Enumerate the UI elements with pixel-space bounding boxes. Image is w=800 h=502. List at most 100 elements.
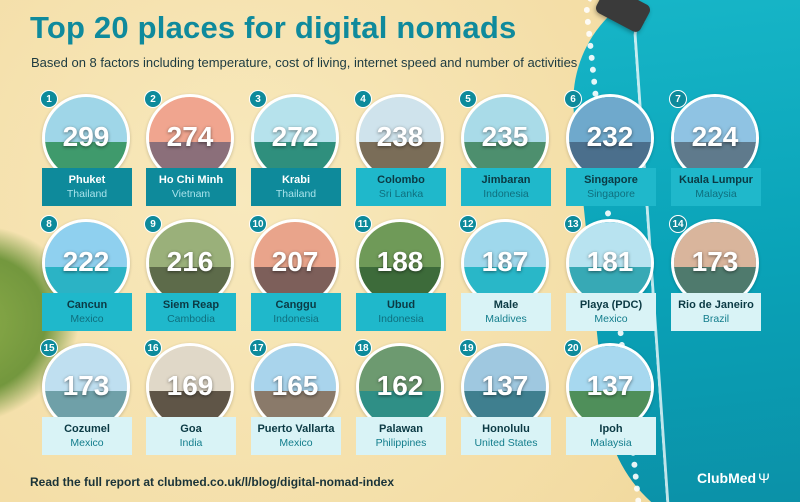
place-city: Palawan: [378, 423, 424, 435]
place-label: Honolulu United States: [461, 417, 551, 455]
place-country: India: [179, 437, 203, 449]
place-country: Brazil: [702, 313, 730, 325]
place-score: 165: [271, 370, 319, 401]
place-city: Cozumel: [64, 423, 110, 435]
rank-badge: 1: [40, 90, 58, 108]
place-score: 207: [271, 246, 319, 277]
rank-badge: 16: [144, 339, 162, 357]
place-country: Sri Lanka: [378, 188, 424, 200]
report-link-text: Read the full report at clubmed.co.uk/l/…: [30, 475, 395, 489]
place-label: Ipoh Malaysia: [566, 417, 656, 455]
place-photo: 173: [42, 343, 130, 431]
place-country: Mexico: [279, 437, 313, 449]
place-city: Phuket: [68, 174, 106, 186]
place-score: 238: [376, 121, 424, 152]
place-country: Philippines: [375, 437, 427, 449]
place-photo: 137: [461, 343, 549, 431]
place-score: 274: [166, 121, 214, 152]
place-label: Male Maldives: [461, 293, 551, 331]
place-score: 232: [586, 121, 634, 152]
place-country: Malaysia: [590, 437, 632, 449]
place-city: Goa: [180, 423, 202, 435]
place-city: Ubud: [386, 299, 416, 311]
place-country: Singapore: [587, 188, 635, 200]
place-label: Ho Chi Minh Vietnam: [146, 168, 236, 206]
trident-icon: Ψ: [758, 470, 770, 486]
rank-badge: 20: [564, 339, 582, 357]
place-label: Playa (PDC) Mexico: [566, 293, 656, 331]
place-label: Siem Reap Cambodia: [146, 293, 236, 331]
place-city: Honolulu: [482, 423, 530, 435]
rank-badge: 11: [354, 215, 372, 233]
place-score: 188: [376, 246, 424, 277]
place-country: Thailand: [66, 188, 108, 200]
place-city: Krabi: [281, 174, 311, 186]
places-grid: 299 1 Phuket Thailand 274 2 Ho Chi Minh Vi…: [40, 90, 763, 455]
place-photo: 165: [251, 343, 339, 431]
place-country: United States: [474, 437, 538, 449]
place-card: 188 11 Ubud Indonesia: [354, 215, 448, 331]
place-city: Ipoh: [599, 423, 623, 435]
place-country: Mexico: [70, 313, 104, 325]
place-label: Cancun Mexico: [42, 293, 132, 331]
rank-badge: 6: [564, 90, 582, 108]
place-country: Vietnam: [171, 188, 211, 200]
place-score: 224: [691, 121, 739, 152]
place-country: Thailand: [275, 188, 317, 200]
place-card: 165 17 Puerto Vallarta Mexico: [249, 339, 343, 455]
place-score: 235: [481, 121, 529, 152]
place-city: Siem Reap: [162, 299, 220, 311]
place-city: Playa (PDC): [579, 299, 643, 311]
place-city: Male: [493, 299, 519, 311]
place-label: Rio de Janeiro Brazil: [671, 293, 761, 331]
place-card: 238 4 Colombo Sri Lanka: [354, 90, 448, 206]
place-card: 162 18 Palawan Philippines: [354, 339, 448, 455]
place-score: 181: [586, 246, 634, 277]
place-country: Indonesia: [273, 313, 319, 325]
place-country: Malaysia: [695, 188, 737, 200]
rank-badge: 18: [354, 339, 372, 357]
place-city: Puerto Vallarta: [257, 423, 335, 435]
place-country: Mexico: [594, 313, 628, 325]
place-card: 181 13 Playa (PDC) Mexico: [564, 215, 658, 331]
place-label: Colombo Sri Lanka: [356, 168, 446, 206]
place-label: Puerto Vallarta Mexico: [251, 417, 341, 455]
place-label: Kuala Lumpur Malaysia: [671, 168, 761, 206]
place-label: Jimbaran Indonesia: [461, 168, 551, 206]
place-city: Rio de Janeiro: [678, 299, 754, 311]
rank-badge: 14: [669, 215, 687, 233]
rank-badge: 8: [40, 215, 58, 233]
rank-badge: 5: [459, 90, 477, 108]
rank-badge: 2: [144, 90, 162, 108]
place-card: 207 10 Canggu Indonesia: [249, 215, 343, 331]
place-card: 272 3 Krabi Thailand: [249, 90, 343, 206]
rank-badge: 10: [249, 215, 267, 233]
place-score: 169: [166, 370, 214, 401]
rank-badge: 9: [144, 215, 162, 233]
rank-badge: 12: [459, 215, 477, 233]
place-card: 173 15 Cozumel Mexico: [40, 339, 134, 455]
place-country: Maldives: [485, 313, 527, 325]
place-city: Colombo: [377, 174, 425, 186]
place-score: 222: [62, 246, 110, 277]
place-card: 222 8 Cancun Mexico: [40, 215, 134, 331]
place-card: 137 19 Honolulu United States: [459, 339, 553, 455]
place-label: Canggu Indonesia: [251, 293, 341, 331]
place-score: 137: [586, 370, 634, 401]
place-country: Indonesia: [378, 313, 424, 325]
place-photo: 187: [461, 219, 549, 307]
place-label: Cozumel Mexico: [42, 417, 132, 455]
place-city: Singapore: [584, 174, 638, 186]
logo-text: ClubMed: [697, 470, 757, 486]
rank-badge: 17: [249, 339, 267, 357]
place-score: 162: [376, 370, 424, 401]
place-photo: 272: [251, 94, 339, 182]
rank-badge: 13: [564, 215, 582, 233]
place-score: 299: [62, 121, 110, 152]
place-card: 173 14 Rio de Janeiro Brazil: [669, 215, 763, 331]
place-country: Mexico: [70, 437, 104, 449]
place-score: 272: [271, 121, 319, 152]
place-card: 232 6 Singapore Singapore: [564, 90, 658, 206]
place-card: 187 12 Male Maldives: [459, 215, 553, 331]
